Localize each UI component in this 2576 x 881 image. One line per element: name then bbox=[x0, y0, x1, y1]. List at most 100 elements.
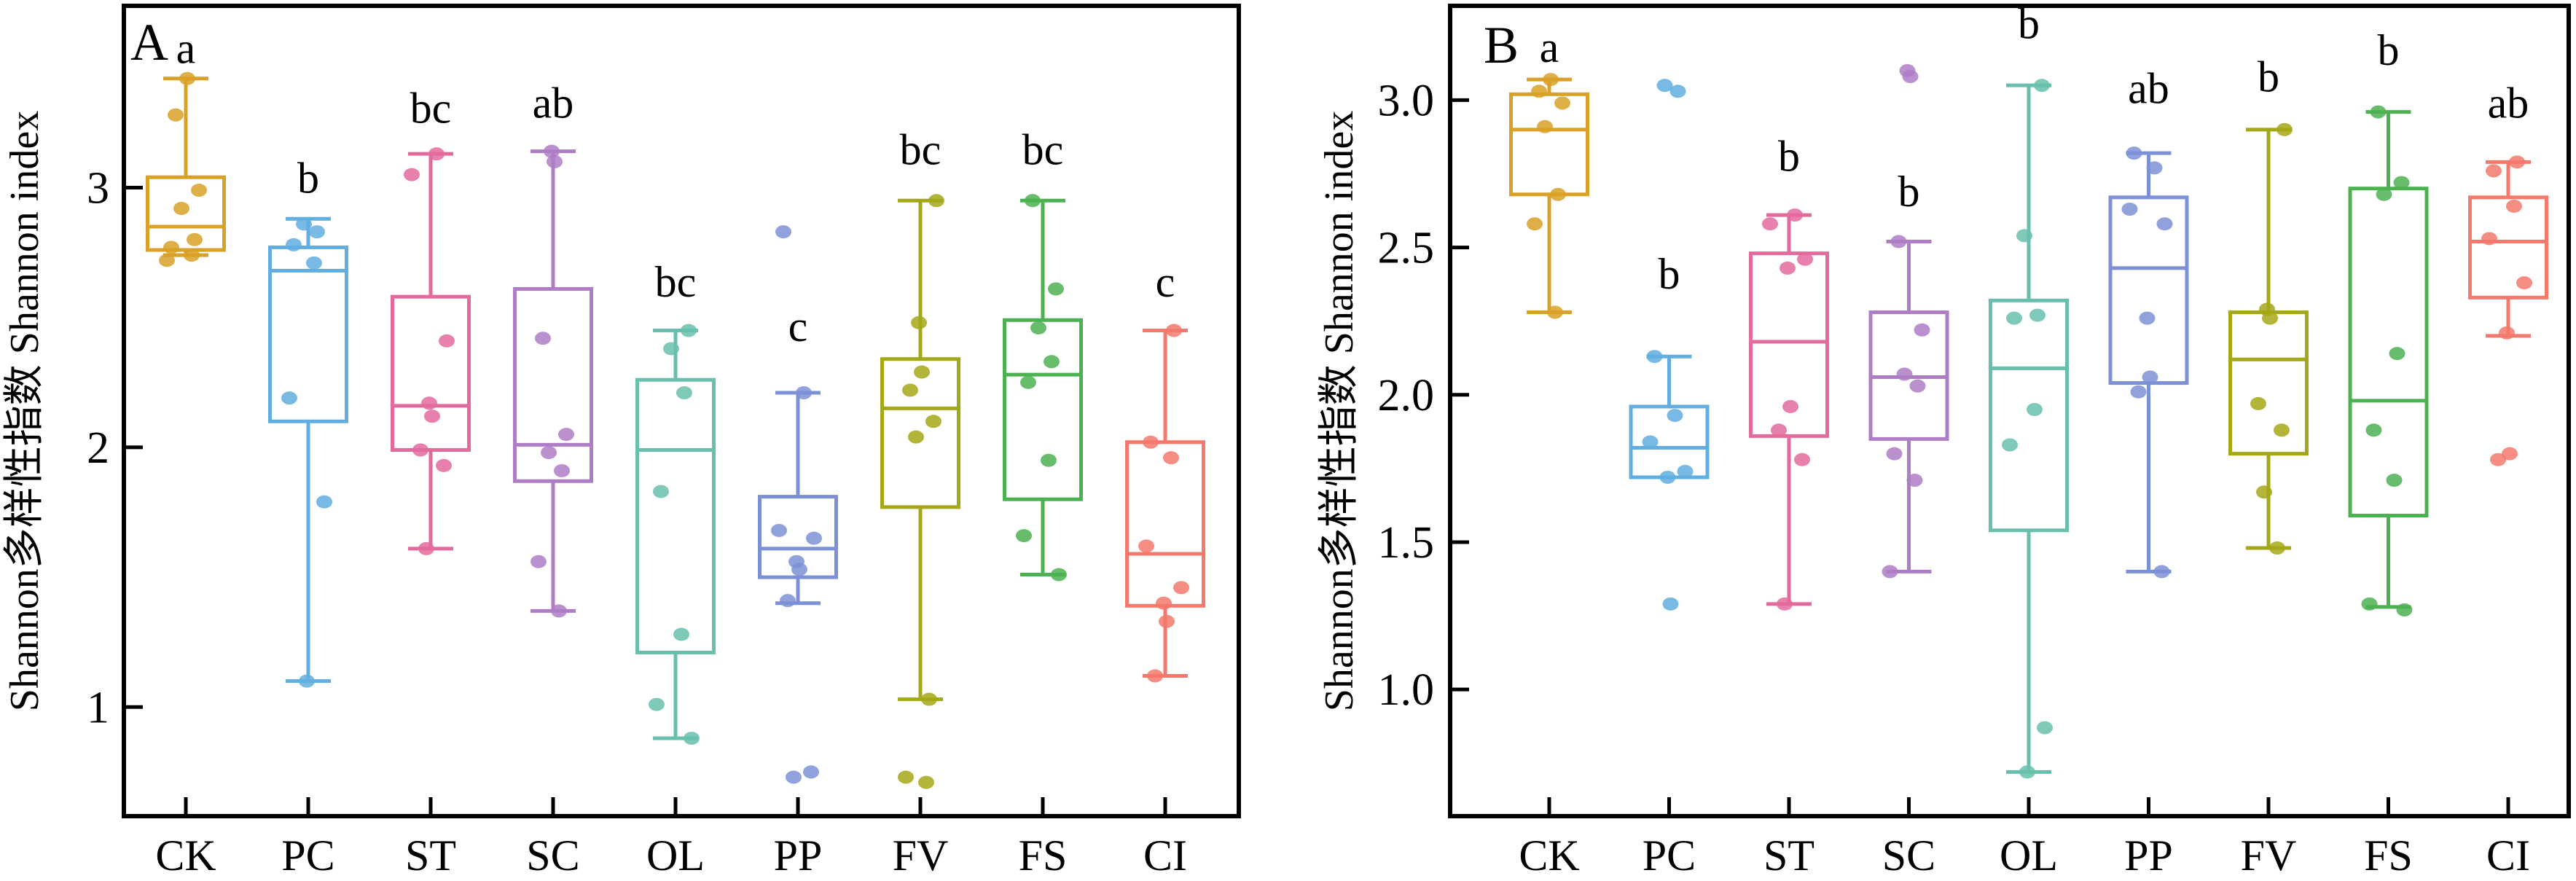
panel-B-PC-point bbox=[1667, 409, 1683, 423]
panel-B-OL-point bbox=[2016, 229, 2032, 243]
panel-A-FV-point bbox=[928, 194, 944, 208]
panel-A-CI-point bbox=[1163, 451, 1179, 465]
panel-A-FV-point bbox=[902, 383, 918, 397]
panel-A-PP-point bbox=[796, 386, 812, 400]
panel-A-ST-point bbox=[436, 458, 452, 472]
panel-A-PP-point bbox=[771, 523, 787, 537]
panel-B-SC-point bbox=[1890, 235, 1907, 248]
panel-A-ST-point bbox=[439, 334, 455, 348]
panel-A-CI-point bbox=[1159, 614, 1175, 628]
panel-A-SC-point bbox=[547, 154, 563, 168]
panel-B-ytick-label: 3.0 bbox=[1378, 76, 1435, 125]
panel-B-ST-point bbox=[1797, 252, 1813, 266]
panel-B-PP-xlabel: PP bbox=[2124, 831, 2173, 880]
panel-B-ytick-label: 1.0 bbox=[1378, 665, 1435, 715]
panel-B-ST-point bbox=[1762, 217, 1778, 231]
panel-A-FV-sig-letter: bc bbox=[900, 125, 941, 173]
panel-A-SC-point bbox=[544, 144, 560, 158]
panel-B-ST-sig-letter: b bbox=[1778, 132, 1800, 180]
panel-A-FS-xlabel: FS bbox=[1019, 831, 1068, 880]
panel-A-ST-point bbox=[418, 541, 434, 555]
panel-A-CK-point bbox=[179, 71, 195, 85]
panel-B-PC-point bbox=[1677, 464, 1694, 478]
panel-A-OL-point bbox=[676, 386, 692, 400]
panel-B-PP-point bbox=[2156, 217, 2173, 231]
panel-B-PP-point bbox=[2142, 370, 2158, 384]
panel-A-PC-point bbox=[299, 674, 315, 688]
panel-A-PC-box bbox=[268, 245, 348, 423]
panel-A-CI-point bbox=[1156, 596, 1172, 610]
panel-A-CK-point bbox=[187, 232, 203, 246]
panel-B-OL-box bbox=[1989, 298, 2069, 533]
panel-A-ST-box bbox=[391, 294, 471, 452]
panel-B-FV-point bbox=[2269, 541, 2285, 555]
panel-B-PC-xlabel: PC bbox=[1643, 831, 1696, 880]
panel-B-CK-point bbox=[1554, 96, 1570, 110]
panel-B-SC-point bbox=[1906, 474, 1923, 488]
panel-B-ylabel: Shannon多样性指数 Shannon index bbox=[1317, 111, 1362, 711]
panel-A-ylabel: Shannon多样性指数 Shannon index bbox=[2, 111, 47, 711]
panel-B-FV-point bbox=[2262, 311, 2278, 325]
panel-B-CI-point bbox=[2486, 164, 2502, 178]
panel-B-OL-point bbox=[2034, 79, 2050, 93]
panel-A-PP-point bbox=[791, 563, 807, 576]
panel-A-ytick-label: 2 bbox=[87, 423, 109, 473]
panel-A-OL-point bbox=[684, 732, 700, 745]
panel-A-PC-point bbox=[281, 391, 297, 405]
panel-B-ST-xlabel: ST bbox=[1763, 831, 1814, 880]
panel-A-ST-sig-letter: bc bbox=[410, 84, 452, 132]
panel-A-FV-point bbox=[898, 770, 914, 784]
panel-B-FV-point bbox=[2250, 396, 2266, 410]
panel-A-CI-point bbox=[1143, 435, 1159, 449]
panel-A-FS-point bbox=[1048, 282, 1064, 296]
panel-A-OL-point bbox=[653, 485, 669, 498]
panel-A-FS-point bbox=[1044, 355, 1060, 369]
panel-B-OL-point bbox=[2029, 308, 2045, 322]
panel-A-CK-point bbox=[173, 202, 189, 215]
panel-A-SC-point bbox=[551, 604, 567, 618]
panel-A-FS-point bbox=[1025, 194, 1041, 208]
panel-B-OL-point bbox=[2019, 765, 2035, 779]
panel-B-SC-xlabel: SC bbox=[1882, 831, 1935, 880]
panel-A-CI-point bbox=[1166, 324, 1182, 337]
panel-A-PC-sig-letter: b bbox=[297, 154, 319, 203]
panel-B-FS-point bbox=[2396, 603, 2413, 616]
panel-B-PP-point bbox=[2139, 311, 2156, 325]
panel-A-CI-point bbox=[1138, 539, 1154, 553]
panel-B-FV-point bbox=[2274, 423, 2290, 437]
panel-A-ST-point bbox=[421, 396, 437, 410]
panel-B-FV-point bbox=[2276, 122, 2293, 136]
panel-B-OL-sig-letter: b bbox=[2018, 0, 2040, 47]
panel-A-SC-point bbox=[531, 555, 547, 568]
panel-B-PC-point bbox=[1646, 350, 1663, 364]
panel-B-CK-point bbox=[1543, 73, 1559, 87]
panel-A-PC-point bbox=[306, 256, 322, 270]
panel-B-FS-point bbox=[2376, 187, 2392, 201]
panel-B-SC-point bbox=[1886, 447, 1903, 461]
panel-B-OL-xlabel: OL bbox=[2000, 831, 2058, 880]
panel-A-PP-box bbox=[758, 495, 838, 579]
panel-B-FS-point bbox=[2386, 474, 2403, 488]
panel-B-FS-box bbox=[2348, 187, 2429, 518]
panel-A-ST-point bbox=[412, 443, 428, 457]
panel-B-CK-point bbox=[1547, 305, 1563, 319]
panel-A-ST-point bbox=[428, 147, 445, 161]
panel-A-FV-box bbox=[880, 357, 960, 509]
panel-A-CK-box bbox=[146, 175, 226, 252]
panel-A-FS-point bbox=[1016, 529, 1032, 543]
panel-A-FV-point bbox=[925, 415, 941, 428]
panel-B-FV-sig-letter: b bbox=[2258, 52, 2279, 101]
panel-label-A: A bbox=[130, 13, 168, 71]
panel-B-PP-point bbox=[2126, 146, 2142, 160]
panel-A-SC-xlabel: SC bbox=[526, 831, 579, 880]
panel-A-FV-point bbox=[914, 365, 930, 379]
panel-B-SC-sig-letter: b bbox=[1898, 168, 1920, 216]
panel-A-CK-point bbox=[191, 184, 207, 197]
panel-B-CI-box bbox=[2468, 195, 2548, 299]
panel-B-CK-point bbox=[1550, 187, 1566, 201]
panel-B-PP-point bbox=[2146, 161, 2163, 175]
panel-A-ST-xlabel: ST bbox=[405, 831, 456, 880]
panel-B-PP-point bbox=[2153, 565, 2170, 579]
panel-B-FV-point bbox=[2256, 485, 2272, 499]
